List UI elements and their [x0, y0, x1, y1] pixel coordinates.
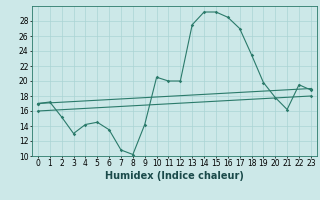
- X-axis label: Humidex (Indice chaleur): Humidex (Indice chaleur): [105, 171, 244, 181]
